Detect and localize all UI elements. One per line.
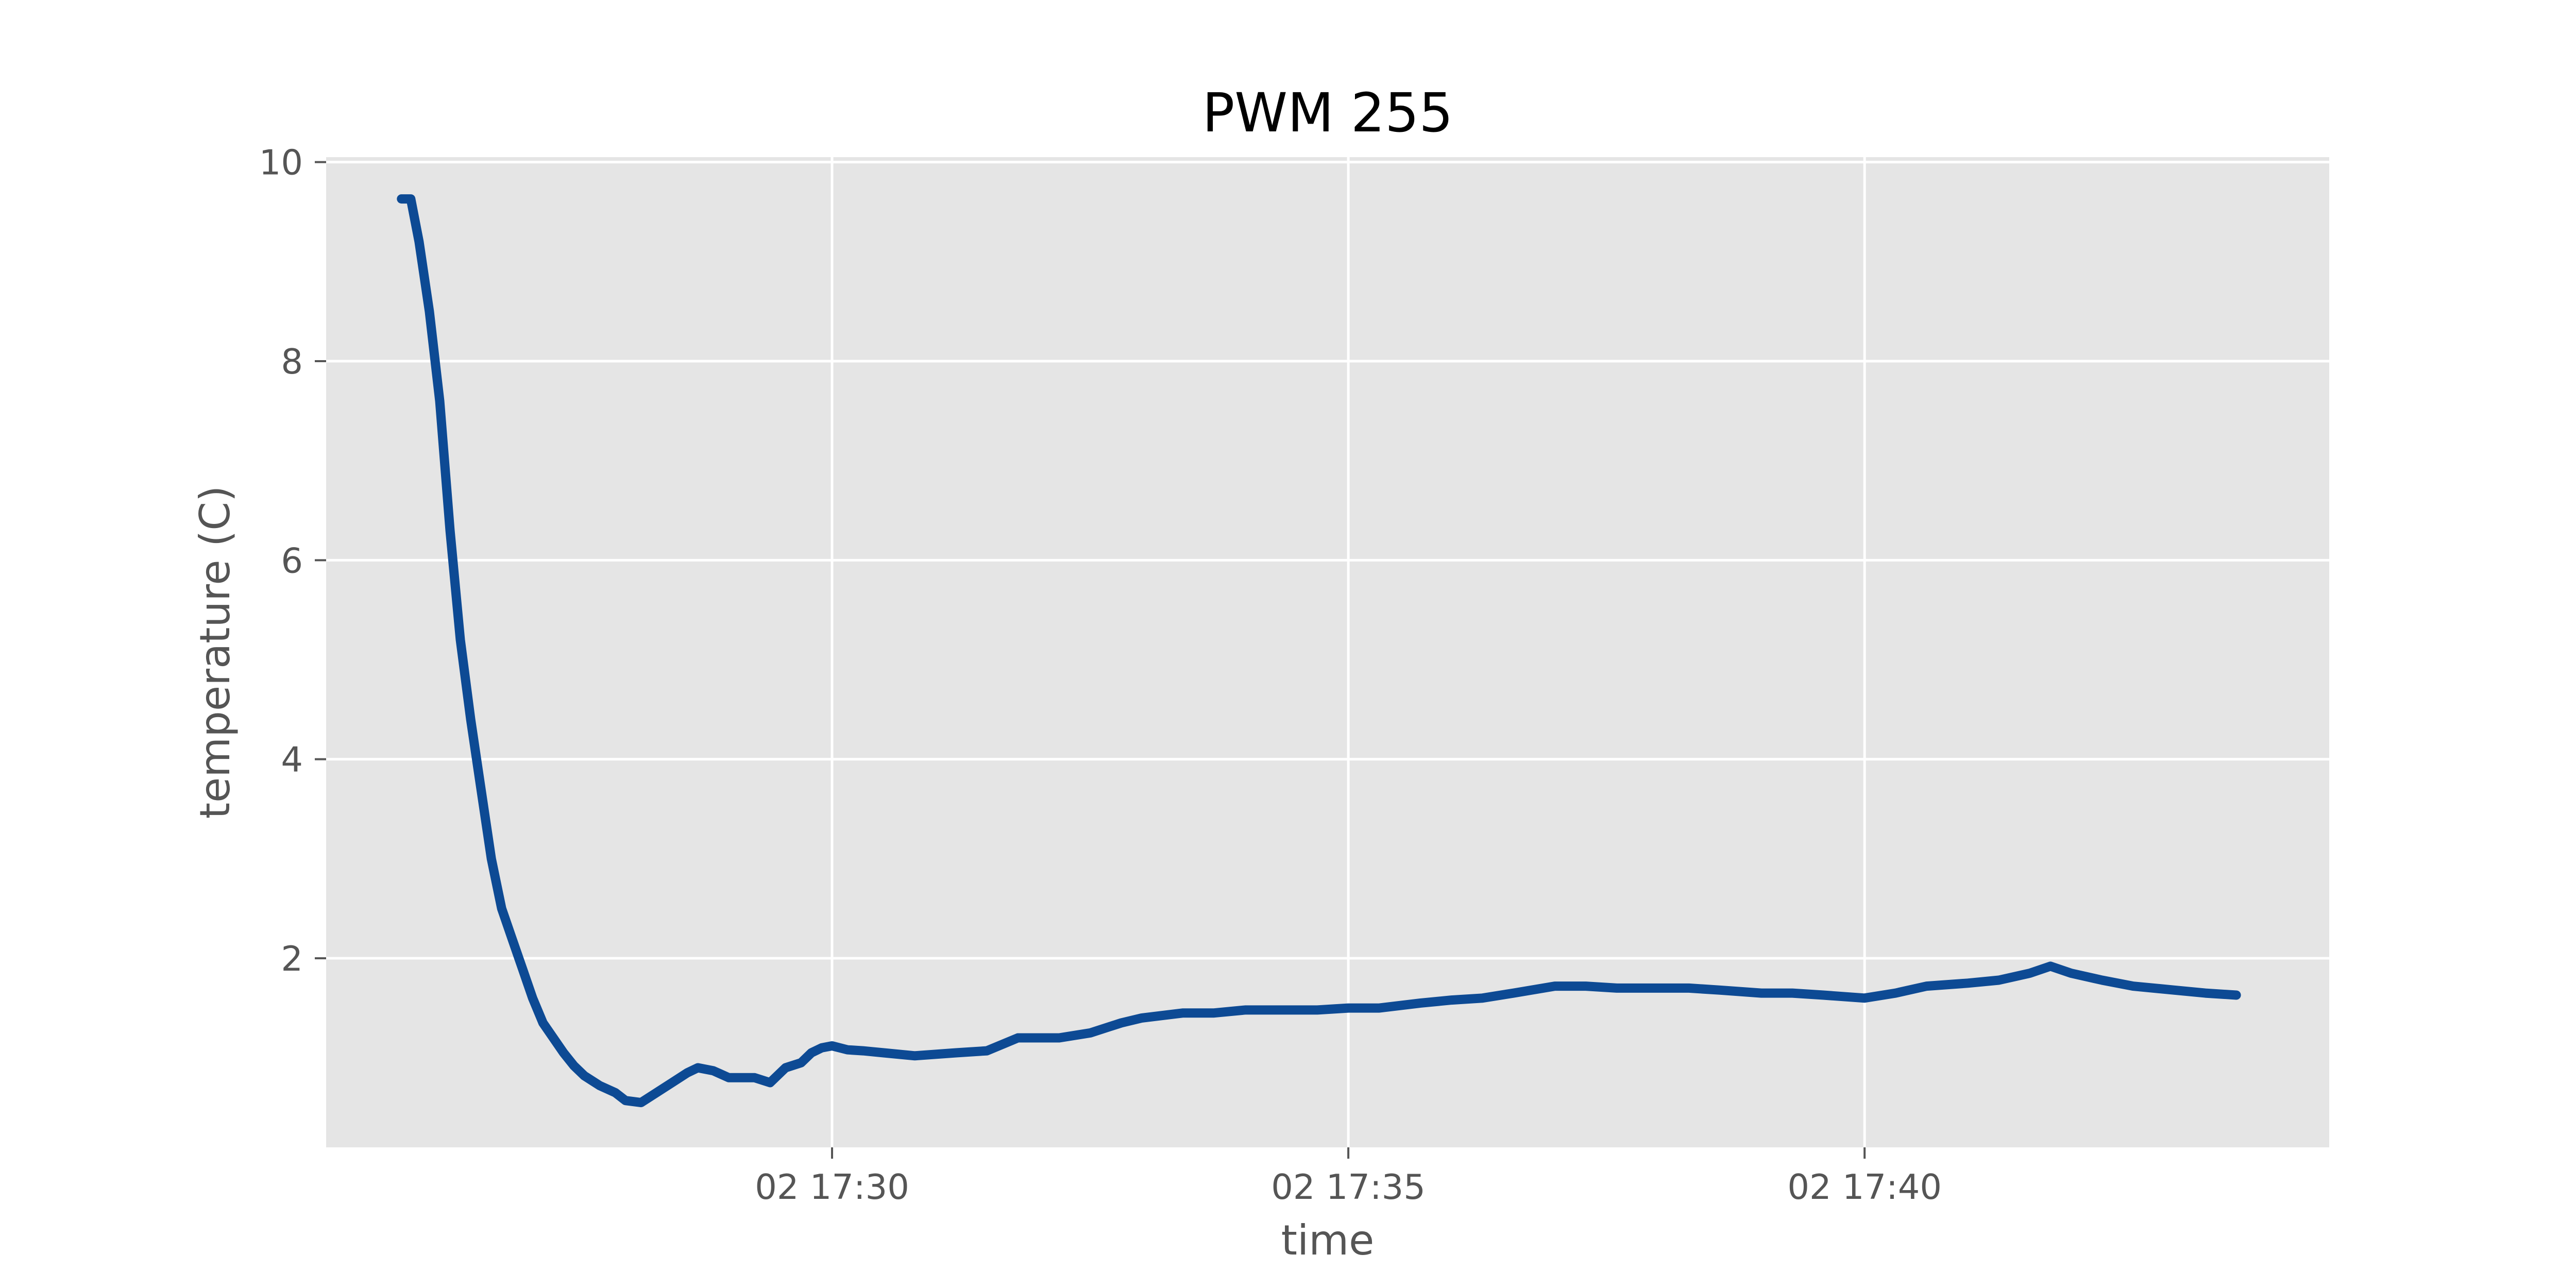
series-layer xyxy=(397,194,2241,1108)
tick-layer: 2 4 6 8 10 02 17:30 02 17:35 02 17:40 xyxy=(259,143,1942,1207)
x-tick-label: 02 17:35 xyxy=(1271,1167,1426,1207)
series-line-temperature xyxy=(397,194,2241,1108)
x-axis-label: time xyxy=(1281,1216,1375,1264)
y-tick-label: 8 xyxy=(281,342,303,382)
y-axis-label: temperature (C) xyxy=(191,486,239,819)
x-tick-label: 02 17:30 xyxy=(755,1167,909,1207)
grid-layer xyxy=(326,157,2329,1147)
y-tick-label: 10 xyxy=(259,143,303,183)
y-tick-label: 6 xyxy=(281,540,303,581)
chart-title: PWM 255 xyxy=(1202,81,1453,144)
x-tick-label: 02 17:40 xyxy=(1787,1167,1942,1207)
y-tick-label: 2 xyxy=(281,939,303,979)
plot-background xyxy=(326,157,2329,1147)
y-tick-label: 4 xyxy=(281,740,303,780)
